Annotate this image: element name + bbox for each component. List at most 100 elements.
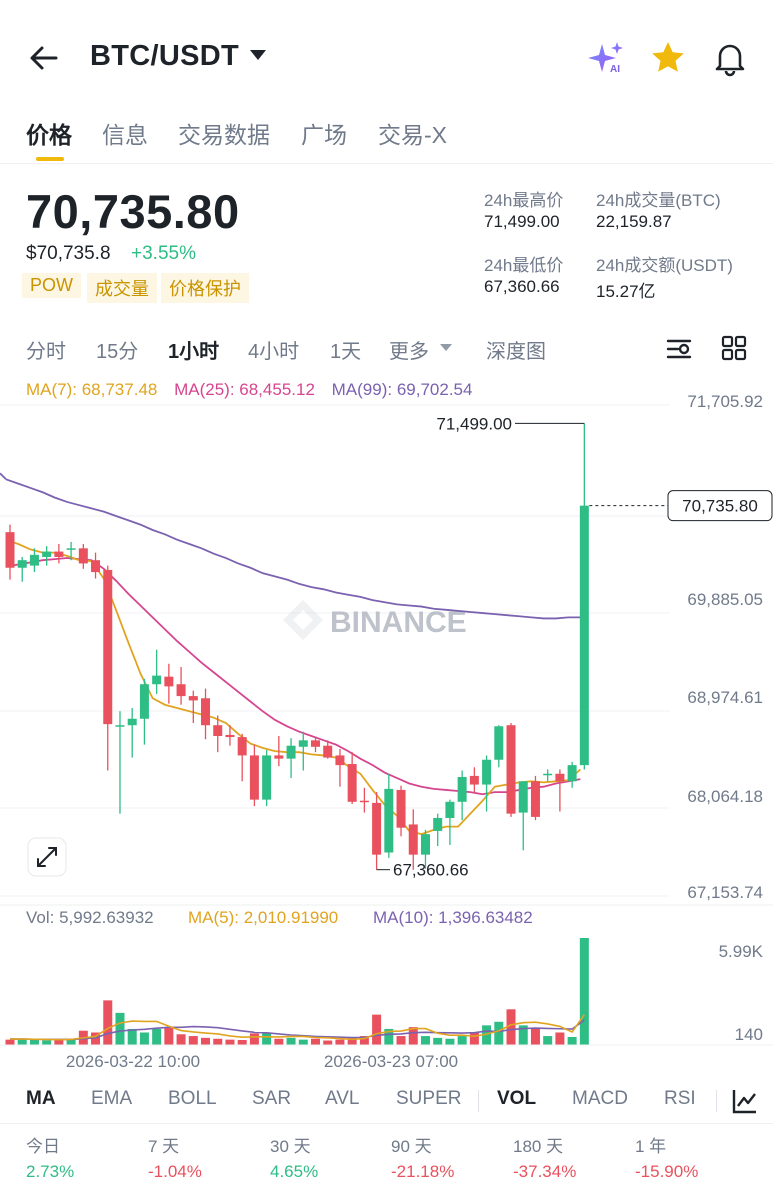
volume-bar bbox=[237, 1040, 247, 1045]
volume-ma5-line bbox=[9, 1014, 585, 1041]
y-axis-tick-label: 69,885.05 bbox=[687, 590, 763, 609]
volume-bar bbox=[139, 1032, 149, 1045]
volume-ma5-legend: MA(5): 2,010.91990 bbox=[188, 908, 338, 927]
ma7-line bbox=[5, 538, 581, 836]
volume-bar bbox=[469, 1032, 479, 1045]
interval-1h[interactable]: 1小时 bbox=[168, 341, 220, 363]
volume-btc-value: 22,159.87 bbox=[596, 212, 672, 231]
candle-body bbox=[29, 554, 39, 566]
candle-body bbox=[17, 560, 27, 568]
expand-icon bbox=[37, 847, 57, 867]
indicator-tabs: MA EMA BOLL SAR AVL SUPER VOL MACD RSI bbox=[0, 1078, 773, 1124]
candle-body bbox=[115, 725, 125, 727]
perf-7d-label: 7 天 bbox=[148, 1137, 180, 1156]
volume-bar bbox=[298, 1039, 308, 1045]
indicator-avl[interactable]: AVL bbox=[325, 1088, 360, 1109]
indicator-boll[interactable]: BOLL bbox=[168, 1088, 217, 1109]
volume-bar bbox=[66, 1038, 76, 1045]
tab-square[interactable]: 广场 bbox=[301, 122, 347, 148]
y-axis-tick-label: 71,705.92 bbox=[687, 392, 763, 411]
favorite-star-icon[interactable] bbox=[648, 38, 688, 78]
interval-1d[interactable]: 1天 bbox=[330, 341, 362, 363]
tag-price-protection[interactable]: 价格保护 bbox=[161, 273, 249, 303]
candle-body bbox=[91, 560, 101, 573]
volume-bar bbox=[213, 1038, 223, 1045]
volume-bar bbox=[555, 1032, 565, 1045]
perf-30d-value: 4.65% bbox=[270, 1162, 319, 1181]
indicator-ema[interactable]: EMA bbox=[91, 1088, 133, 1109]
volume-bar bbox=[201, 1037, 211, 1045]
notification-bell-icon[interactable] bbox=[710, 38, 750, 78]
tag-volume[interactable]: 成交量 bbox=[87, 273, 157, 303]
volume-usdt-value: 15.27亿 bbox=[596, 282, 656, 301]
candle-body bbox=[262, 755, 272, 800]
interval-time-share[interactable]: 分时 bbox=[26, 341, 66, 363]
indicator-vol[interactable]: VOL bbox=[497, 1088, 537, 1109]
candle-body bbox=[42, 551, 52, 557]
y-axis-tick-label: 68,974.61 bbox=[687, 688, 763, 707]
high-24h-label: 24h最高价 bbox=[484, 191, 564, 210]
tag-pow[interactable]: POW bbox=[22, 273, 81, 298]
pair-dropdown-caret-icon[interactable] bbox=[250, 50, 266, 60]
candle-body bbox=[469, 775, 479, 785]
chart-settings-icon[interactable] bbox=[664, 334, 694, 364]
volume-bar bbox=[530, 1028, 540, 1045]
ma7-legend: MA(7): 68,737.48 bbox=[26, 380, 158, 399]
volume-bar bbox=[42, 1040, 52, 1045]
volume-bar bbox=[29, 1040, 39, 1045]
svg-text:AI: AI bbox=[610, 64, 620, 75]
active-tab-indicator bbox=[36, 157, 64, 161]
grid-layout-icon[interactable] bbox=[720, 334, 748, 362]
last-price: 70,735.80 bbox=[26, 185, 240, 238]
ma-legend: MA(7): 68,737.48 MA(25): 68,455.12 MA(99… bbox=[26, 380, 484, 400]
interval-more[interactable]: 更多 bbox=[389, 341, 429, 363]
volume-bar bbox=[396, 1036, 406, 1045]
tab-info[interactable]: 信息 bbox=[102, 122, 148, 148]
volume-bar bbox=[5, 1039, 15, 1045]
trading-pair-title[interactable]: BTC/USDT bbox=[90, 40, 239, 72]
candle-body bbox=[445, 801, 455, 818]
indicator-sar[interactable]: SAR bbox=[252, 1088, 292, 1109]
volume-bar bbox=[91, 1032, 101, 1045]
candle-body bbox=[311, 740, 320, 747]
interval-4h[interactable]: 4小时 bbox=[248, 341, 300, 363]
volume-legend: Vol: 5,992.63932 bbox=[26, 908, 154, 927]
volume-bar bbox=[286, 1037, 296, 1045]
depth-chart-tab[interactable]: 深度图 bbox=[486, 341, 546, 363]
tab-price[interactable]: 价格 bbox=[26, 122, 72, 148]
ma99-line bbox=[5, 478, 581, 620]
indicator-settings-icon[interactable] bbox=[730, 1086, 760, 1116]
volume-bar bbox=[115, 1012, 125, 1045]
candle-body bbox=[5, 532, 15, 568]
indicator-macd[interactable]: MACD bbox=[572, 1088, 628, 1109]
volume-bar bbox=[433, 1037, 443, 1045]
tab-trade-x[interactable]: 交易-X bbox=[378, 122, 447, 148]
candle-body bbox=[103, 569, 113, 725]
volume-ma10-legend: MA(10): 1,396.63482 bbox=[373, 908, 533, 927]
back-arrow-icon[interactable] bbox=[26, 40, 62, 76]
x-axis-label: 2026-03-23 07:00 bbox=[324, 1052, 458, 1071]
candle-body bbox=[567, 765, 577, 782]
ai-sparkle-icon[interactable]: AI bbox=[586, 38, 626, 78]
volume-bar bbox=[347, 1037, 357, 1045]
kline-chart[interactable]: 71,705.9270,795.4969,885.0568,974.6168,0… bbox=[0, 370, 773, 1075]
indicator-ma[interactable]: MA bbox=[26, 1088, 56, 1109]
interval-15m[interactable]: 15分 bbox=[96, 341, 139, 363]
indicator-super[interactable]: SUPER bbox=[396, 1088, 462, 1109]
x-axis-label: 2026-03-22 10:00 bbox=[66, 1052, 200, 1071]
volume-bar bbox=[384, 1028, 394, 1045]
candle-body bbox=[188, 696, 198, 701]
perf-30d-label: 30 天 bbox=[270, 1137, 311, 1156]
indicator-rsi[interactable]: RSI bbox=[664, 1088, 696, 1109]
tab-trading-data[interactable]: 交易数据 bbox=[178, 122, 270, 148]
perf-7d-value: -1.04% bbox=[148, 1162, 202, 1181]
more-caret-icon[interactable] bbox=[440, 344, 452, 351]
perf-today-value: 2.73% bbox=[26, 1162, 75, 1181]
volume-tick-min: 140 bbox=[735, 1025, 763, 1044]
candle-body bbox=[54, 551, 64, 557]
candle-body bbox=[286, 745, 296, 759]
candle-body bbox=[66, 548, 76, 550]
candle-body bbox=[249, 755, 259, 800]
candle-body bbox=[225, 734, 235, 738]
volume-bar bbox=[482, 1025, 492, 1045]
